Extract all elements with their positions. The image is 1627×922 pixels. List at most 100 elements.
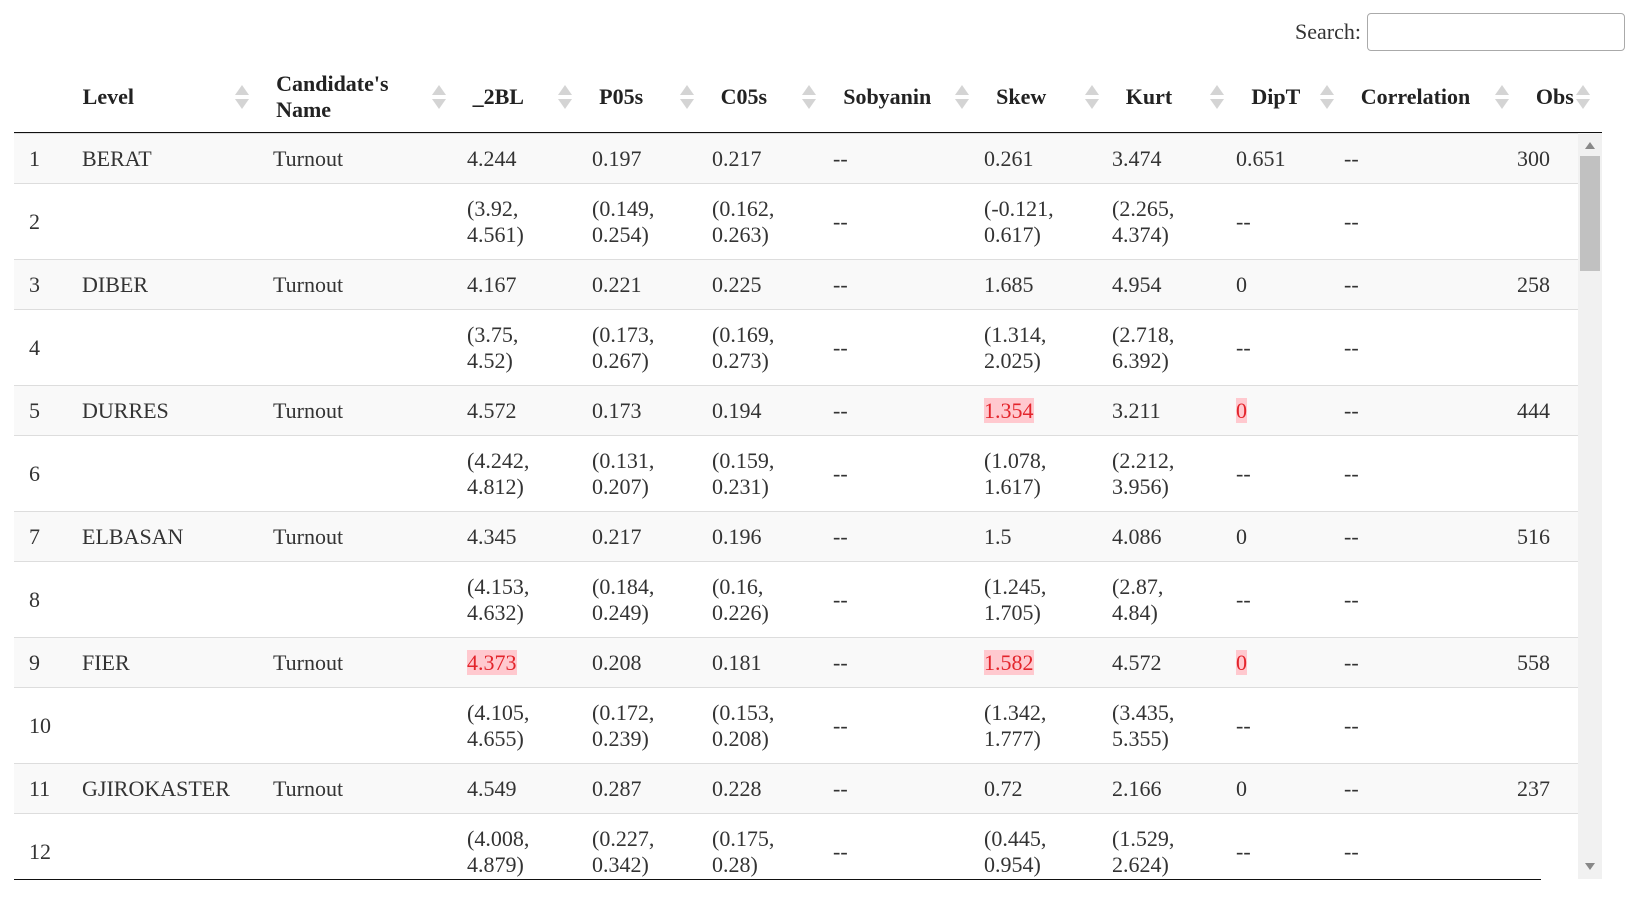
sort-both-icon	[802, 84, 817, 110]
column-header-correlation[interactable]: Correlation	[1345, 62, 1521, 133]
header-label: Obs	[1535, 84, 1574, 109]
column-header-obs[interactable]: Obs	[1520, 62, 1602, 133]
cell-correlation: --	[1329, 813, 1502, 879]
cell-candidate-name	[258, 813, 452, 879]
table-row[interactable]: 10 (4.105, 4.655) (0.172, 0.239) (0.153, 0.…	[14, 687, 1582, 764]
table-row[interactable]: 8 (4.153, 4.632) (0.184, 0.249) (0.16, 0.22…	[14, 561, 1582, 638]
cell-dipt: 0	[1221, 511, 1329, 562]
cell-p05s: 0.287	[577, 763, 697, 814]
sort-both-icon	[431, 84, 446, 110]
header-label: Level	[82, 84, 134, 109]
column-header-c05s[interactable]: C05s	[705, 62, 829, 133]
scrollbar-thumb[interactable]	[1580, 156, 1600, 271]
cell-correlation: --	[1329, 183, 1502, 260]
cell-skew: 1.5	[969, 511, 1097, 562]
cell-2bl: (3.75, 4.52)	[452, 309, 577, 386]
vertical-scrollbar[interactable]	[1578, 133, 1602, 879]
cell-level: GJIROKASTER	[67, 763, 258, 814]
highlighted-value: 0	[1236, 649, 1247, 675]
cell-candidate-name: Turnout	[258, 637, 452, 688]
cell-kurt: 3.474	[1097, 133, 1221, 184]
cell-dipt: --	[1221, 561, 1329, 638]
table-row[interactable]: 3 DIBER Turnout 4.167 0.221 0.225 -- 1.685 4.954…	[14, 259, 1582, 310]
sort-both-icon	[679, 84, 694, 110]
cell-row-index: 6	[14, 435, 67, 512]
cell-c05s: (0.159, 0.231)	[697, 435, 818, 512]
sort-both-icon	[1319, 84, 1334, 110]
cell-skew: (1.342, 1.777)	[969, 687, 1097, 764]
cell-row-index: 12	[14, 813, 67, 879]
cell-obs: 300	[1502, 133, 1582, 184]
cell-kurt: (1.529, 2.624)	[1097, 813, 1221, 879]
cell-2bl: (4.105, 4.655)	[452, 687, 577, 764]
cell-sobyanin: --	[818, 511, 969, 562]
column-header-2bl[interactable]: _2BL	[457, 62, 585, 133]
header-label: P05s	[599, 84, 644, 109]
search-input[interactable]	[1367, 13, 1625, 51]
cell-skew: 0.261	[969, 133, 1097, 184]
cell-row-index: 7	[14, 511, 67, 562]
cell-level: DURRES	[67, 385, 258, 436]
cell-correlation: --	[1329, 259, 1502, 310]
table-row[interactable]: 6 (4.242, 4.812) (0.131, 0.207) (0.159, 0.2…	[14, 435, 1582, 512]
cell-kurt: 4.572	[1097, 637, 1221, 688]
cell-kurt: (2.718, 6.392)	[1097, 309, 1221, 386]
column-header-kurt[interactable]: Kurt	[1110, 62, 1237, 133]
cell-correlation: --	[1329, 133, 1502, 184]
cell-dipt: --	[1221, 435, 1329, 512]
table-row[interactable]: 7 ELBASAN Turnout 4.345 0.217 0.196 -- 1.5 4.086…	[14, 511, 1582, 562]
cell-correlation: --	[1329, 435, 1502, 512]
table-body-scroll-area[interactable]: 1 BERAT Turnout 4.244 0.197 0.217 -- 0.261 3.474…	[14, 133, 1604, 879]
cell-row-index: 3	[14, 259, 67, 310]
cell-skew: (-0.121, 0.617)	[969, 183, 1097, 260]
cell-sobyanin: --	[818, 637, 969, 688]
cell-c05s: (0.162, 0.263)	[697, 183, 818, 260]
cell-c05s: 0.181	[697, 637, 818, 688]
cell-correlation: --	[1329, 561, 1502, 638]
cell-kurt: (2.87, 4.84)	[1097, 561, 1221, 638]
cell-dipt: 0	[1221, 763, 1329, 814]
sort-both-icon	[1210, 84, 1225, 110]
cell-level: BERAT	[67, 133, 258, 184]
column-header-level[interactable]: Level	[67, 62, 262, 133]
table-row[interactable]: 4 (3.75, 4.52) (0.173, 0.267) (0.169, 0.273…	[14, 309, 1582, 386]
highlighted-value: 1.354	[984, 397, 1034, 423]
table-row[interactable]: 9 FIER Turnout 4.373 0.208 0.181 -- 1.582 4.572 0…	[14, 637, 1582, 688]
cell-kurt: (2.265, 4.374)	[1097, 183, 1221, 260]
column-header-p05s[interactable]: P05s	[584, 62, 706, 133]
table-header: Level Candidate's Name _2BL P05s C05s So…	[14, 62, 1602, 133]
cell-candidate-name: Turnout	[258, 763, 452, 814]
table-row[interactable]: 1 BERAT Turnout 4.244 0.197 0.217 -- 0.261 3.474…	[14, 133, 1582, 184]
cell-skew: (1.314, 2.025)	[969, 309, 1097, 386]
sort-both-icon	[1084, 84, 1099, 110]
cell-dipt: --	[1221, 687, 1329, 764]
cell-correlation: --	[1329, 763, 1502, 814]
column-header-sobyanin[interactable]: Sobyanin	[828, 62, 982, 133]
cell-sobyanin: --	[818, 259, 969, 310]
table-row[interactable]: 12 (4.008, 4.879) (0.227, 0.342) (0.175, 0.…	[14, 813, 1582, 879]
scroll-down-arrow-icon[interactable]	[1585, 863, 1595, 870]
table-row[interactable]: 5 DURRES Turnout 4.572 0.173 0.194 -- 1.354 3.21…	[14, 385, 1582, 436]
cell-sobyanin: --	[818, 763, 969, 814]
column-header-skew[interactable]: Skew	[981, 62, 1111, 133]
table-row[interactable]: 2 (3.92, 4.561) (0.149, 0.254) (0.162, 0.26…	[14, 183, 1582, 260]
cell-row-index: 1	[14, 133, 67, 184]
data-table: Level Candidate's Name _2BL P05s C05s So…	[14, 62, 1604, 880]
column-header-dipt[interactable]: DipT	[1236, 62, 1346, 133]
cell-2bl: (3.92, 4.561)	[452, 183, 577, 260]
cell-obs: 558	[1502, 637, 1582, 688]
cell-kurt: 4.086	[1097, 511, 1221, 562]
cell-row-index: 5	[14, 385, 67, 436]
column-header-candidate-name[interactable]: Candidate's Name	[261, 62, 458, 133]
scroll-up-arrow-icon[interactable]	[1585, 142, 1595, 149]
cell-candidate-name: Turnout	[258, 259, 452, 310]
cell-correlation: --	[1329, 385, 1502, 436]
cell-c05s: (0.175, 0.28)	[697, 813, 818, 879]
cell-2bl: 4.549	[452, 763, 577, 814]
cell-dipt: 0	[1221, 259, 1329, 310]
cell-p05s: (0.173, 0.267)	[577, 309, 697, 386]
cell-level	[67, 309, 258, 386]
cell-candidate-name	[258, 561, 452, 638]
table-row[interactable]: 11 GJIROKASTER Turnout 4.549 0.287 0.228 -- 0.7…	[14, 763, 1582, 814]
cell-2bl: 4.167	[452, 259, 577, 310]
